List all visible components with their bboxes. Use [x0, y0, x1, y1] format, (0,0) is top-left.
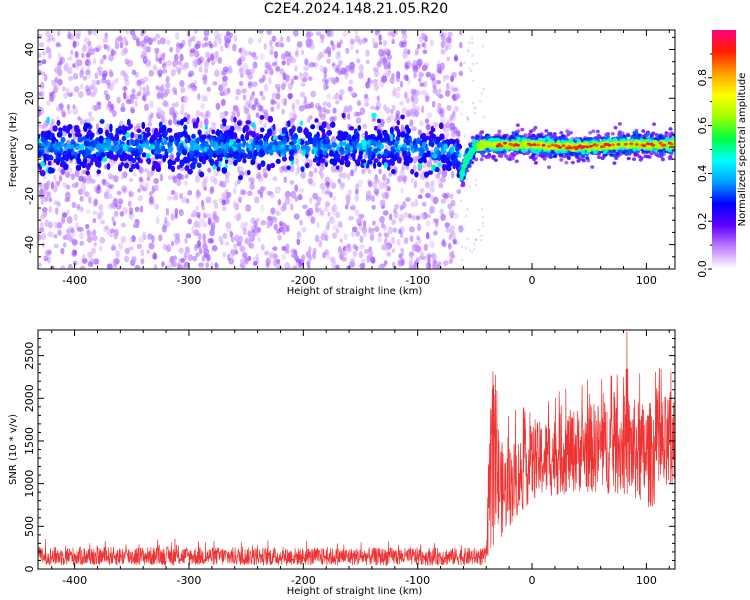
y-tick-label: -40 [23, 236, 36, 254]
y-tick-label: -20 [23, 187, 36, 205]
panel-1-frame [37, 29, 676, 270]
x-tick-label: 0 [529, 274, 536, 287]
figure-title: C2E4.2024.148.21.05.R20 [263, 1, 449, 17]
x-tick-label: -300 [176, 274, 201, 287]
x-tick-label: -300 [176, 574, 201, 587]
x-tick-label: 100 [636, 274, 657, 287]
y-tick-label: 40 [23, 43, 36, 57]
y-tick-label: 2500 [23, 342, 36, 370]
colorbar-tick-label: 0.8 [696, 69, 709, 87]
y-tick-label: 500 [23, 516, 36, 537]
x-tick-label: -400 [62, 274, 87, 287]
x-axis-label: Height of straight line (km) [287, 286, 423, 297]
colorbar: 0.0 0.2 0.4 0.6 0.8 Normalized spectral ampli… [696, 30, 748, 278]
y-tick-label: 20 [23, 91, 36, 105]
y-axis-label: SNR (10 * v/v) [8, 414, 19, 485]
y-tick-label: 0 [23, 144, 36, 151]
snr-plot-area [38, 331, 675, 567]
colorbar-tick-label: 0.4 [696, 165, 709, 183]
colorbar-tick-label: 0.2 [696, 212, 709, 230]
y-tick-label: 2000 [23, 384, 36, 412]
colorbar-tick-label: 0.6 [696, 117, 709, 135]
x-tick-label: -200 [291, 274, 316, 287]
x-tick-label: -200 [291, 574, 316, 587]
colorbar-gradient [712, 30, 736, 269]
x-tick-label: 100 [636, 574, 657, 587]
x-tick-label: -400 [62, 574, 87, 587]
y-tick-label: 1500 [23, 427, 36, 455]
y-axis-label: Frequency (Hz) [8, 112, 19, 188]
y-tick-label: 0 [23, 566, 36, 573]
y-tick-label: 1000 [23, 470, 36, 498]
x-tick-label: -100 [405, 574, 430, 587]
panel-2-axes: -400 -300 -200 -100 0 10005001000150020002500… [8, 329, 676, 597]
colorbar-label: Normalized spectral amplitude [737, 73, 748, 227]
x-axis-label: Height of straight line (km) [287, 586, 423, 597]
x-tick-label: 0 [529, 574, 536, 587]
snr-series-line [38, 331, 675, 567]
colorbar-tick-label: 0.0 [696, 260, 709, 278]
x-tick-label: -100 [405, 274, 430, 287]
spectrogram-image [38, 30, 675, 269]
